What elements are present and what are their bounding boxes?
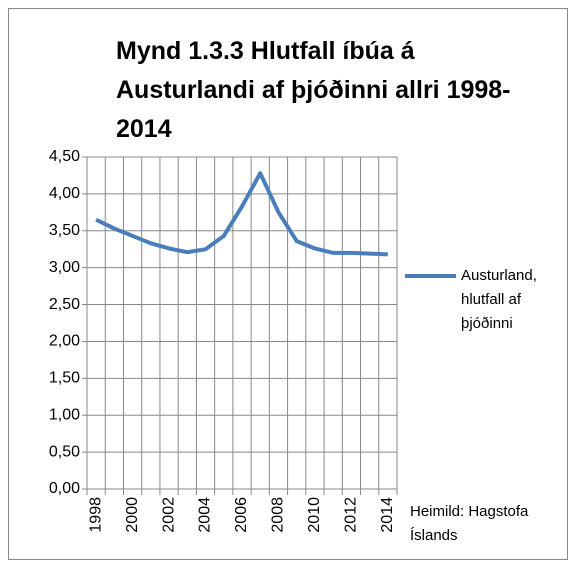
x-tick-label: 2014 bbox=[379, 497, 396, 533]
y-tick-label: 0,00 bbox=[49, 480, 80, 497]
y-tick-label: 3,50 bbox=[49, 222, 80, 239]
y-tick-label: 2,50 bbox=[49, 296, 80, 313]
chart-border bbox=[8, 8, 568, 560]
y-tick-label: 3,00 bbox=[49, 259, 80, 276]
x-tick-label: 2000 bbox=[124, 497, 141, 533]
y-tick-label: 1,50 bbox=[49, 370, 80, 387]
x-tick-label: 2004 bbox=[197, 497, 214, 533]
series-line bbox=[95, 171, 388, 257]
x-tick-label: 2012 bbox=[343, 497, 360, 533]
y-tick-label: 4,00 bbox=[49, 185, 80, 202]
x-tick-label: 1998 bbox=[87, 497, 104, 533]
y-tick-label: 2,00 bbox=[49, 333, 80, 350]
x-tick-label: 2010 bbox=[306, 497, 323, 533]
source-note: Heimild: Hagstofa Íslands bbox=[410, 503, 529, 544]
x-tick-label: 2008 bbox=[270, 497, 287, 533]
y-tick-label: 0,50 bbox=[49, 443, 80, 460]
chart-title: Mynd 1.3.3 Hlutfall íbúa á Austurlandi a… bbox=[116, 37, 511, 143]
x-tick-label: 2006 bbox=[233, 497, 250, 533]
legend-label: Austurland, hlutfall af þjóðinni bbox=[461, 267, 537, 332]
x-tick-label: 2002 bbox=[160, 497, 177, 533]
y-tick-label: 4,50 bbox=[49, 148, 80, 165]
y-tick-label: 1,00 bbox=[49, 406, 80, 423]
